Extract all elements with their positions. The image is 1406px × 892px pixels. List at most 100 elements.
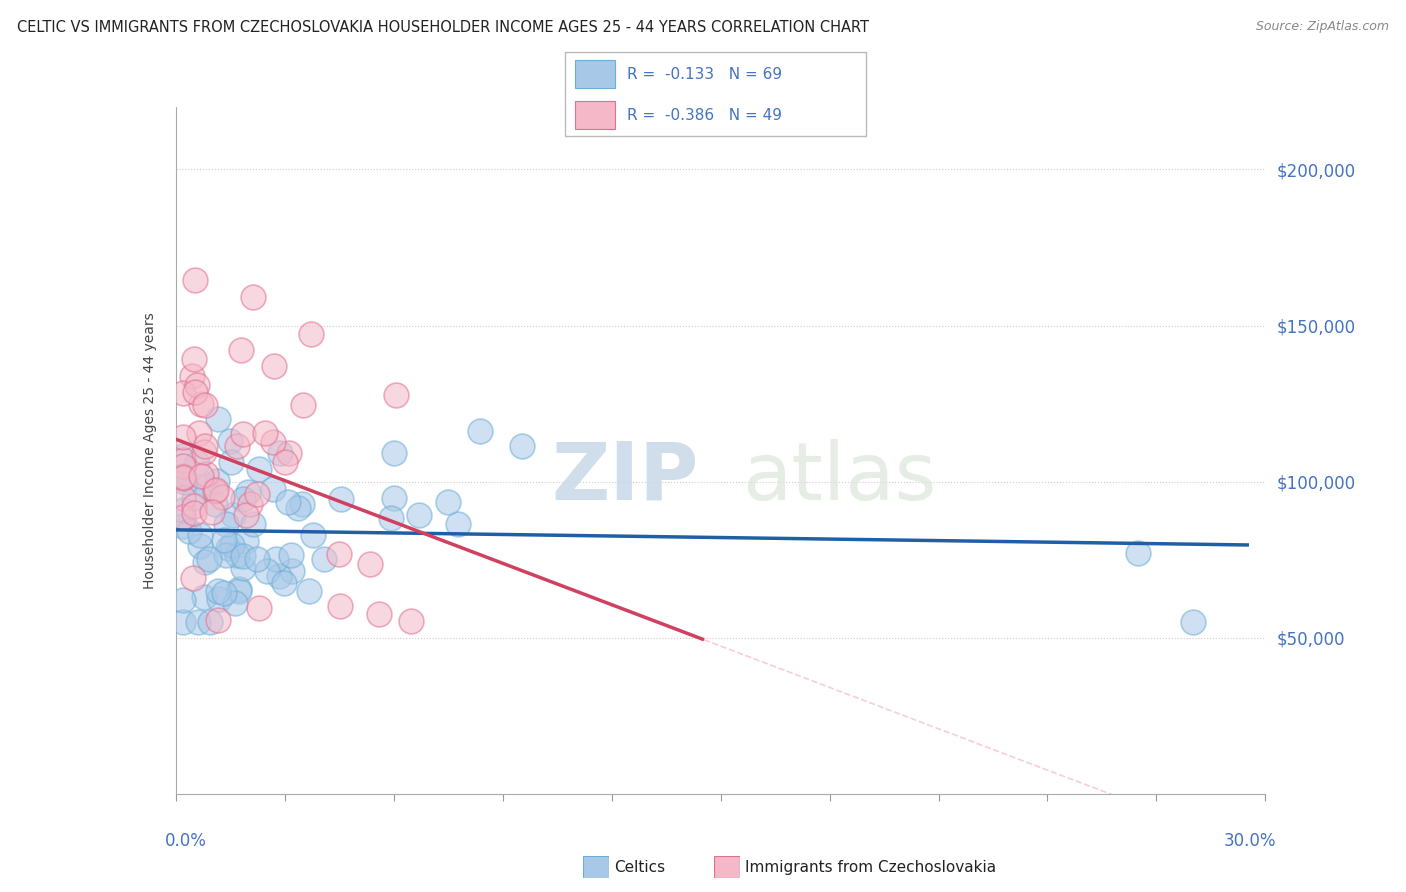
Text: 0.0%: 0.0% (165, 831, 207, 850)
Point (287, 500, 309, 515)
Point (198, 552, 221, 566)
Point (198, 615, 221, 630)
Point (207, 584, 229, 599)
Point (291, 497, 314, 511)
Point (269, 445, 291, 459)
Point (188, 527, 211, 541)
Point (204, 497, 226, 511)
Point (328, 547, 350, 561)
Point (219, 455, 242, 469)
Point (368, 607, 391, 622)
Point (221, 539, 243, 553)
Point (262, 434, 284, 449)
Point (172, 593, 194, 607)
Bar (575, 60, 614, 88)
Point (262, 482, 284, 496)
Point (187, 426, 209, 441)
Point (214, 516, 236, 531)
Point (246, 551, 269, 566)
Y-axis label: Householder Income Ages 25 - 44 years: Householder Income Ages 25 - 44 years (143, 312, 157, 589)
Point (437, 495, 460, 509)
Point (190, 397, 212, 411)
Point (207, 411, 229, 425)
Point (273, 576, 295, 591)
Point (274, 455, 297, 469)
Point (229, 343, 252, 357)
Point (236, 484, 259, 499)
Point (177, 524, 200, 538)
Text: Celtics: Celtics (614, 860, 665, 874)
Text: CELTIC VS IMMIGRANTS FROM CZECHOSLOVAKIA HOUSEHOLDER INCOME AGES 25 - 44 YEARS C: CELTIC VS IMMIGRANTS FROM CZECHOSLOVAKIA… (17, 20, 869, 35)
Point (173, 475, 195, 489)
Point (246, 487, 269, 501)
Point (184, 385, 207, 400)
Point (382, 446, 405, 460)
Point (232, 549, 254, 563)
Point (468, 424, 491, 438)
Point (385, 388, 408, 402)
Point (302, 528, 325, 542)
Point (232, 560, 254, 574)
Point (408, 508, 430, 522)
Point (280, 548, 302, 562)
FancyBboxPatch shape (565, 52, 866, 136)
Point (239, 497, 262, 511)
Point (382, 491, 405, 506)
Text: atlas: atlas (742, 439, 936, 517)
Point (172, 491, 194, 506)
Text: R =  -0.133   N = 69: R = -0.133 N = 69 (627, 67, 783, 81)
Point (183, 352, 205, 367)
Point (187, 615, 209, 630)
Point (242, 516, 264, 531)
Point (232, 426, 254, 441)
Point (172, 430, 194, 444)
Point (205, 474, 228, 488)
Point (193, 590, 215, 604)
Point (172, 502, 194, 516)
Point (194, 438, 217, 452)
Point (172, 458, 194, 473)
Text: ZIP: ZIP (551, 439, 699, 517)
Point (281, 564, 304, 578)
Point (222, 508, 245, 522)
Point (299, 327, 322, 342)
Point (172, 449, 194, 463)
Point (232, 492, 254, 507)
Point (242, 290, 264, 304)
Point (247, 462, 270, 476)
Text: R =  -0.386   N = 49: R = -0.386 N = 49 (627, 108, 782, 122)
Text: Source: ZipAtlas.com: Source: ZipAtlas.com (1256, 20, 1389, 33)
Point (204, 483, 226, 498)
Point (183, 571, 205, 585)
Point (204, 483, 226, 497)
Point (235, 533, 257, 548)
Point (226, 548, 249, 562)
Point (214, 533, 236, 548)
Point (228, 583, 250, 598)
Point (510, 439, 533, 453)
Point (207, 613, 229, 627)
Point (215, 548, 238, 562)
Point (226, 439, 249, 453)
Point (228, 582, 250, 597)
Point (211, 491, 233, 505)
Point (190, 468, 212, 483)
Text: 30.0%: 30.0% (1223, 831, 1277, 850)
Point (359, 557, 381, 571)
Point (172, 386, 194, 401)
Point (172, 468, 194, 483)
Point (188, 539, 211, 553)
Point (1181, 615, 1204, 630)
Point (180, 369, 202, 384)
Point (399, 614, 422, 628)
Point (264, 551, 287, 566)
Point (256, 564, 278, 578)
Point (447, 516, 470, 531)
Point (235, 508, 257, 522)
Point (172, 510, 194, 524)
Point (195, 480, 218, 494)
Point (224, 597, 246, 611)
Point (277, 495, 299, 509)
Point (212, 586, 235, 600)
Point (183, 499, 205, 513)
